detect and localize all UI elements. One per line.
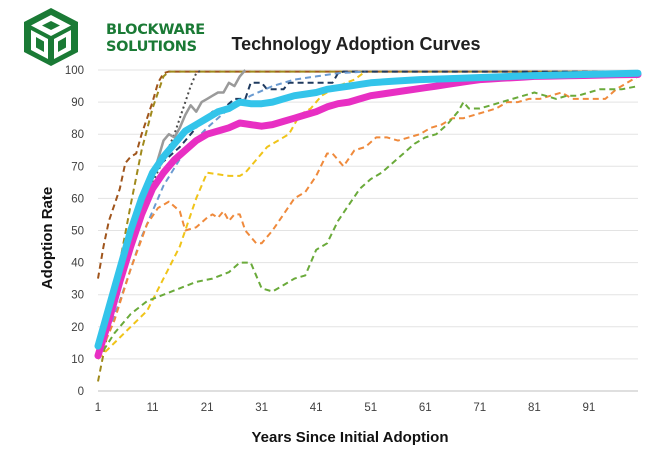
- x-tick-71: 71: [473, 402, 486, 414]
- y-tick-60: 60: [71, 193, 84, 205]
- y-tick-100: 100: [65, 65, 84, 77]
- y-tick-50: 50: [71, 226, 84, 238]
- gridlines: [98, 69, 638, 392]
- y-tick-90: 90: [71, 97, 84, 109]
- x-tick-51: 51: [364, 402, 377, 414]
- series-line-3: [151, 69, 203, 183]
- y-tick-40: 40: [71, 258, 84, 270]
- x-tick-41: 41: [310, 402, 323, 414]
- x-tick-61: 61: [419, 402, 432, 414]
- x-tick-21: 21: [201, 402, 214, 414]
- y-tick-0: 0: [78, 386, 84, 398]
- series-line-9: [97, 85, 639, 360]
- y-tick-labels: 0 10 20 30 40 50 60 70 80 90 100: [65, 65, 84, 398]
- x-tick-11: 11: [147, 402, 159, 414]
- series-line-4: [96, 69, 247, 353]
- logo-line-2: SOLUTIONS: [106, 39, 197, 55]
- logo-line-1: BLOCKWARE: [106, 22, 205, 38]
- series-line-1: [97, 70, 638, 279]
- y-tick-20: 20: [71, 322, 84, 334]
- y-tick-70: 70: [71, 161, 84, 173]
- x-tick-31: 31: [255, 402, 268, 414]
- x-tick-1: 1: [95, 402, 101, 414]
- x-tick-91: 91: [583, 402, 596, 414]
- logo-cube-icon: [24, 8, 78, 66]
- y-tick-80: 80: [71, 129, 84, 141]
- logo: BLOCKWARE SOLUTIONS: [20, 6, 205, 68]
- y-tick-10: 10: [71, 354, 84, 366]
- series-line-8: [97, 75, 639, 360]
- y-tick-30: 30: [71, 290, 84, 302]
- series-lines: [94, 69, 642, 382]
- series-line-5: [97, 70, 638, 353]
- logo-wordmark: BLOCKWARE SOLUTIONS: [106, 22, 205, 56]
- x-axis-label: Years Since Initial Adoption: [252, 429, 449, 446]
- series-line-2: [97, 70, 638, 382]
- series-line-7: [97, 70, 366, 360]
- y-axis-label: Adoption Rate: [39, 187, 56, 290]
- x-tick-labels: 1 11 21 31 41 51 61 71 81 91: [95, 402, 596, 414]
- x-tick-81: 81: [528, 402, 541, 414]
- series-line-10: [94, 71, 642, 360]
- series-line-11: [94, 69, 642, 350]
- chart-title: Technology Adoption Curves: [231, 34, 480, 54]
- series-line-6: [97, 70, 366, 360]
